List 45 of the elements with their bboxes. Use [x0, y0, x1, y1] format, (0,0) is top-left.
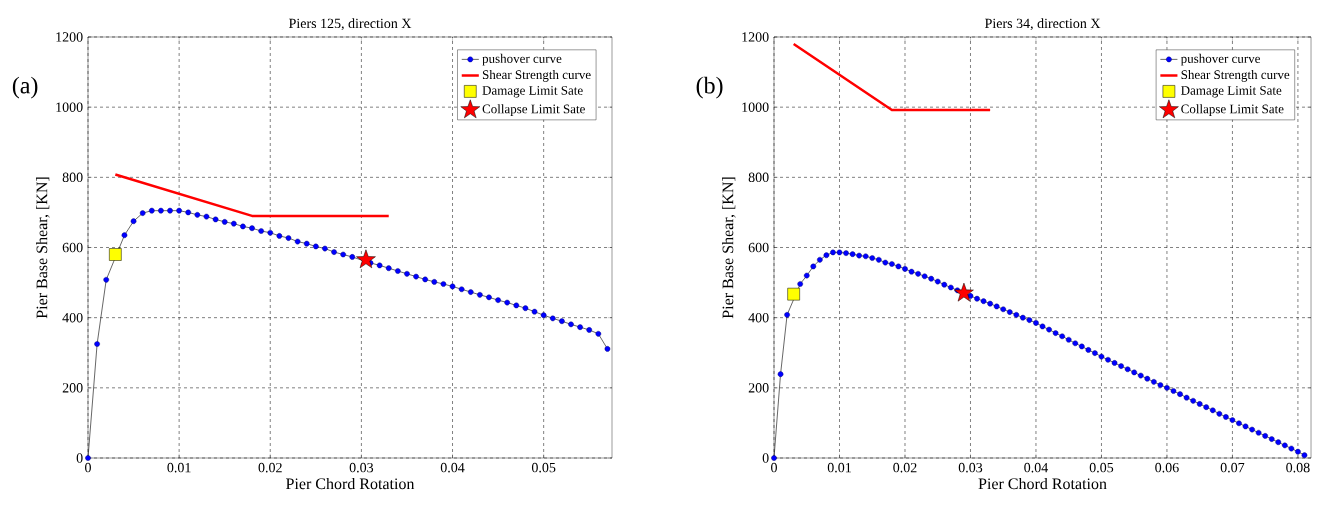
text: (b): [696, 76, 723, 99]
text: (a): [12, 76, 38, 99]
y-tick-label: 1200: [56, 32, 83, 42]
legend-label: pushover curve: [1180, 53, 1260, 66]
x-tick-label: 0.03: [958, 462, 983, 473]
x-tick-label: 0.08: [1286, 462, 1310, 473]
y-tick-label: 1200: [742, 32, 769, 42]
x-tick-label: 0.06: [1155, 462, 1179, 473]
y-tick-label: 400: [748, 312, 769, 323]
chart-title: Piers 34, direction X: [984, 18, 1101, 31]
y-axis-title: Pier Base Shear, [KN]: [722, 177, 736, 319]
y-tick-label: 1000: [56, 102, 83, 112]
x-tick-label: 0.04: [440, 462, 465, 473]
x-tick-label: 0: [85, 462, 91, 473]
x-tick-label: 0.01: [827, 462, 851, 473]
legend-label: Collapse Limit Sate: [482, 104, 585, 116]
x-tick-label: 0.02: [258, 462, 282, 473]
x-tick-label: 0.02: [893, 462, 917, 473]
x-tick-label: 0.04: [1024, 462, 1049, 473]
y-tick-label: 800: [62, 172, 83, 183]
legend-label: Shear Strength curve: [1181, 69, 1290, 82]
y-tick-label: 600: [748, 242, 769, 253]
x-tick-label: 0.01: [167, 462, 191, 473]
x-tick-label: 0: [771, 462, 777, 473]
x-axis-title: Pier Chord Rotation: [286, 477, 415, 490]
y-tick-label: 200: [748, 383, 769, 393]
y-tick-label: 0: [762, 453, 769, 463]
legend-label: pushover curve: [482, 53, 562, 66]
y-tick-label: 0: [76, 453, 83, 463]
legend-label: Collapse Limit Sate: [1181, 104, 1284, 116]
chart-title: Piers 125, direction X: [288, 18, 412, 31]
x-axis-title: Pier Chord Rotation: [978, 477, 1107, 490]
y-tick-label: 800: [748, 172, 769, 183]
legend-label: Damage Limit Sate: [482, 86, 583, 98]
y-tick-label: 200: [62, 383, 83, 393]
x-tick-label: 0.05: [531, 462, 556, 473]
y-tick-label: 1000: [742, 102, 769, 112]
y-tick-label: 600: [62, 242, 83, 253]
y-tick-label: 400: [62, 312, 83, 323]
legend-label: Shear Strength curve: [482, 69, 591, 82]
x-tick-label: 0.05: [1089, 462, 1114, 473]
x-tick-label: 0.03: [349, 462, 374, 473]
legend-label: Damage Limit Sate: [1181, 86, 1282, 98]
x-tick-label: 0.07: [1220, 462, 1245, 473]
y-axis-title: Pier Base Shear, [KN]: [36, 177, 50, 319]
